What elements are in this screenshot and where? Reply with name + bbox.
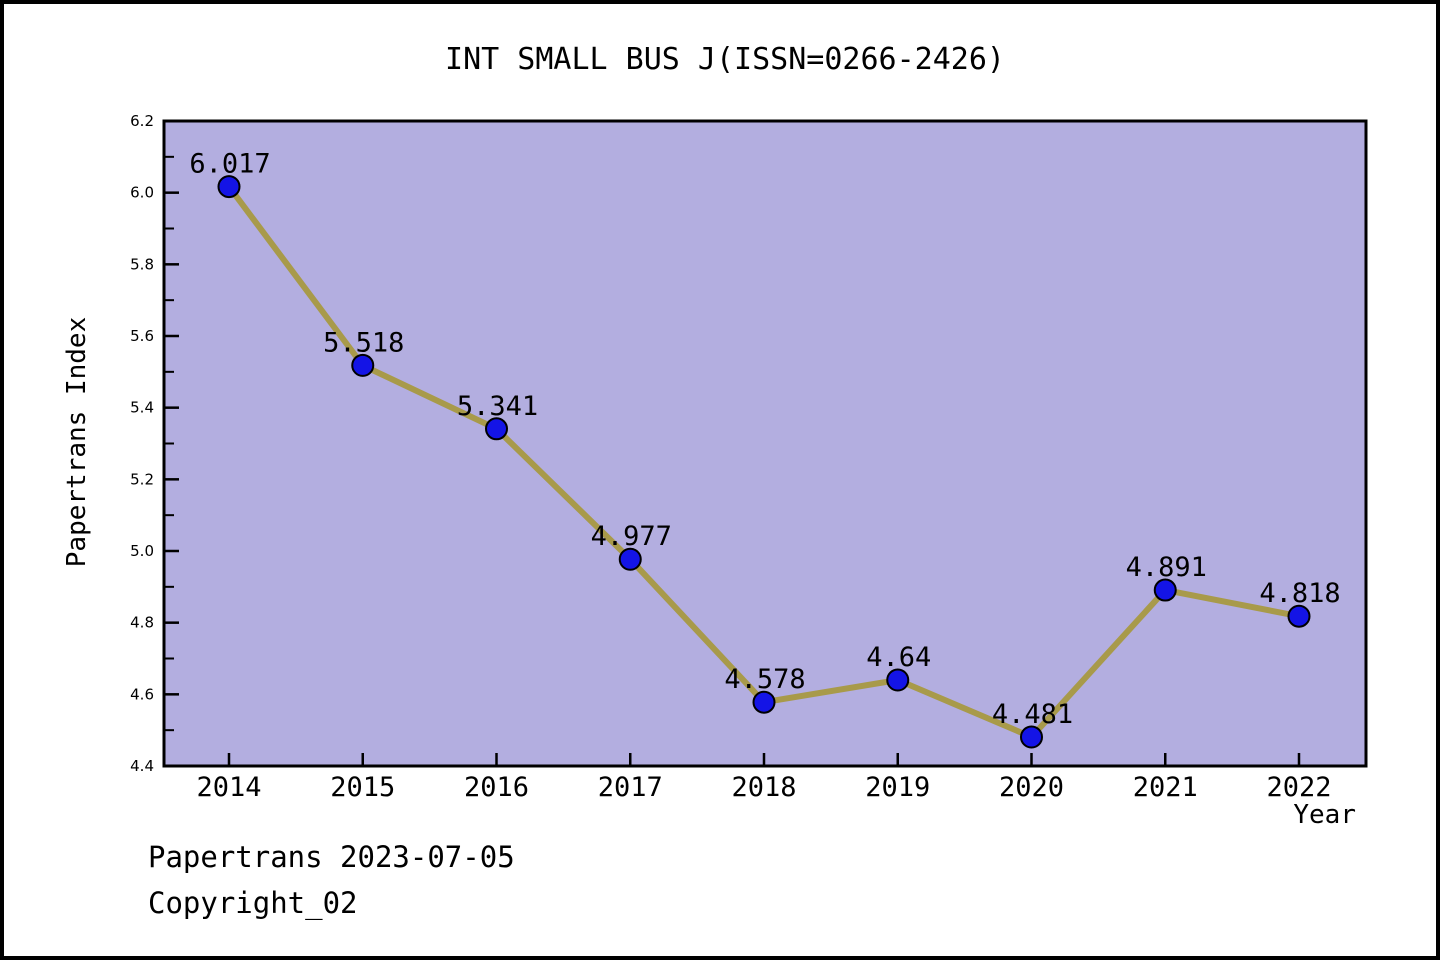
x-tick-label: 2016 [464, 772, 529, 803]
data-point-label: 4.64 [866, 642, 931, 673]
data-point [217, 175, 241, 199]
data-point-label: 6.017 [189, 149, 270, 180]
data-point [1153, 578, 1177, 602]
data-point-label: 4.891 [1126, 552, 1207, 583]
data-point-label: 4.481 [992, 699, 1073, 730]
x-tick-label: 2021 [1133, 772, 1198, 803]
y-tick-label: 4.8 [130, 614, 154, 632]
data-point [351, 353, 375, 377]
data-point-label: 5.341 [457, 391, 538, 422]
line-chart-plot: 4.4 4.6 4.8 5.0 5.2 5.4 5.6 5.8 6.0 6.2 2014 2015 20… [130, 112, 1368, 803]
x-tick-label: 2017 [598, 772, 663, 803]
x-tick-label: 2014 [196, 772, 261, 803]
footer-source-date: Papertrans 2023-07-05 [148, 840, 515, 874]
y-tick-label: 5.0 [130, 542, 154, 560]
x-tick-label: 2015 [330, 772, 395, 803]
x-tick-label: 2020 [999, 772, 1064, 803]
data-point [618, 547, 642, 571]
y-tick-label: 5.6 [130, 327, 154, 345]
footer-copyright: Copyright_02 [148, 886, 358, 920]
data-point-label: 5.518 [323, 327, 404, 358]
y-tick-label: 5.4 [130, 399, 154, 417]
data-point [1020, 725, 1043, 749]
data-point [752, 690, 776, 714]
y-tick-label: 4.4 [130, 757, 154, 775]
data-point [1287, 604, 1311, 628]
x-tick-label: 2022 [1266, 772, 1331, 803]
data-point-label: 4.818 [1259, 578, 1340, 609]
x-tick-label: 2019 [865, 772, 930, 803]
y-tick-label: 6.2 [130, 112, 154, 130]
x-axis-label: Year [1293, 800, 1356, 830]
data-point-label: 4.578 [724, 664, 805, 695]
data-point [886, 668, 910, 692]
plot-area [162, 119, 1368, 768]
y-tick-label: 4.6 [130, 685, 154, 703]
y-tick-label: 5.2 [130, 470, 154, 488]
y-tick-label: 5.8 [130, 255, 154, 273]
x-tick-label: 2018 [731, 772, 796, 803]
data-point [485, 417, 508, 441]
data-point-label: 4.977 [591, 521, 672, 552]
chart-title: INT SMALL BUS J(ISSN=0266-2426) [445, 42, 1005, 77]
y-tick-label: 6.0 [130, 184, 154, 202]
